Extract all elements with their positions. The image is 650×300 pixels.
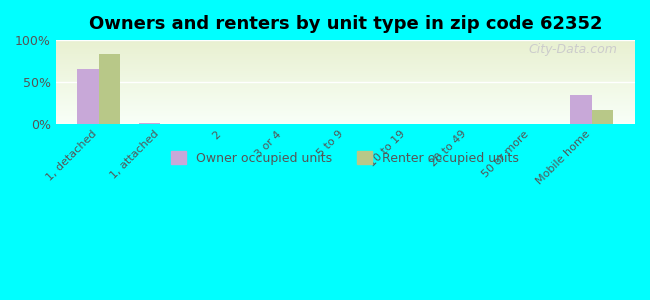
Bar bbox=[56, 89, 635, 90]
Bar bbox=[56, 46, 635, 47]
Bar bbox=[56, 115, 635, 116]
Bar bbox=[56, 92, 635, 93]
Bar bbox=[570, 95, 592, 124]
Bar bbox=[56, 68, 635, 69]
Bar bbox=[56, 42, 635, 43]
Bar bbox=[56, 58, 635, 59]
Bar bbox=[56, 114, 635, 115]
Text: City-Data.com: City-Data.com bbox=[528, 43, 618, 56]
Bar bbox=[56, 51, 635, 52]
Title: Owners and renters by unit type in zip code 62352: Owners and renters by unit type in zip c… bbox=[88, 15, 602, 33]
Bar bbox=[56, 40, 635, 41]
Bar bbox=[56, 56, 635, 57]
Bar bbox=[56, 120, 635, 121]
Bar bbox=[56, 86, 635, 87]
Legend: Owner occupied units, Renter occupied units: Owner occupied units, Renter occupied un… bbox=[166, 146, 525, 170]
Bar bbox=[56, 77, 635, 78]
Bar bbox=[592, 110, 614, 124]
Bar bbox=[56, 119, 635, 120]
Bar bbox=[56, 112, 635, 113]
Bar bbox=[56, 81, 635, 82]
Bar bbox=[56, 75, 635, 76]
Bar bbox=[139, 123, 161, 124]
Bar bbox=[56, 82, 635, 83]
Bar bbox=[56, 108, 635, 109]
Bar bbox=[56, 100, 635, 101]
Bar bbox=[56, 98, 635, 99]
Bar bbox=[56, 67, 635, 68]
Bar bbox=[56, 99, 635, 100]
Bar bbox=[56, 76, 635, 77]
Bar bbox=[56, 102, 635, 103]
Bar bbox=[56, 73, 635, 74]
Bar bbox=[56, 61, 635, 62]
Bar bbox=[56, 122, 635, 123]
Bar bbox=[56, 88, 635, 89]
Bar bbox=[56, 70, 635, 71]
Bar bbox=[56, 71, 635, 72]
Bar bbox=[56, 59, 635, 60]
Bar bbox=[56, 94, 635, 95]
Bar bbox=[56, 95, 635, 96]
Bar bbox=[56, 106, 635, 107]
Bar bbox=[56, 45, 635, 46]
Bar bbox=[56, 97, 635, 98]
Bar bbox=[56, 87, 635, 88]
Bar bbox=[56, 62, 635, 63]
Bar bbox=[56, 54, 635, 55]
Bar bbox=[56, 49, 635, 50]
Bar bbox=[56, 107, 635, 108]
Bar bbox=[56, 84, 635, 85]
Bar bbox=[56, 85, 635, 86]
Bar bbox=[56, 104, 635, 105]
Bar bbox=[56, 96, 635, 97]
Bar bbox=[56, 121, 635, 122]
Bar bbox=[56, 117, 635, 118]
Bar bbox=[56, 63, 635, 64]
Bar bbox=[56, 83, 635, 84]
Bar bbox=[56, 118, 635, 119]
Bar bbox=[56, 72, 635, 73]
Bar bbox=[56, 79, 635, 80]
Bar bbox=[56, 64, 635, 65]
Bar bbox=[56, 43, 635, 44]
Bar bbox=[56, 74, 635, 75]
Bar bbox=[56, 113, 635, 114]
Bar bbox=[56, 101, 635, 102]
Bar bbox=[56, 90, 635, 91]
Bar bbox=[56, 47, 635, 48]
Bar bbox=[56, 60, 635, 61]
Bar bbox=[56, 53, 635, 54]
Bar bbox=[56, 91, 635, 92]
Bar bbox=[56, 66, 635, 67]
Bar bbox=[56, 48, 635, 49]
Bar bbox=[56, 52, 635, 53]
Bar bbox=[56, 50, 635, 51]
Bar bbox=[56, 80, 635, 81]
Bar bbox=[56, 93, 635, 94]
Bar bbox=[56, 57, 635, 58]
Bar bbox=[99, 54, 120, 124]
Bar bbox=[56, 103, 635, 104]
Bar bbox=[56, 111, 635, 112]
Bar bbox=[56, 116, 635, 117]
Bar bbox=[56, 78, 635, 79]
Bar bbox=[56, 41, 635, 42]
Bar bbox=[56, 109, 635, 110]
Bar bbox=[56, 105, 635, 106]
Bar bbox=[56, 69, 635, 70]
Bar bbox=[56, 123, 635, 124]
Bar bbox=[56, 110, 635, 111]
Bar bbox=[56, 44, 635, 45]
Bar bbox=[77, 70, 99, 124]
Bar bbox=[56, 65, 635, 66]
